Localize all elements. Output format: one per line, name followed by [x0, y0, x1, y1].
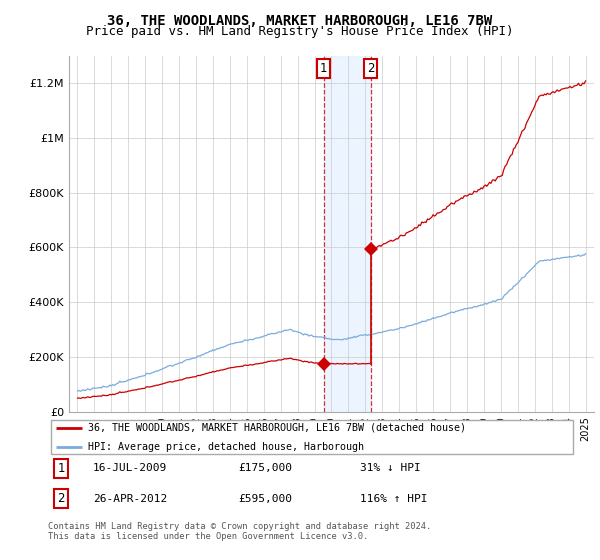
Text: 26-APR-2012: 26-APR-2012: [93, 494, 167, 503]
Text: 2: 2: [367, 62, 374, 75]
Text: 2: 2: [58, 492, 65, 505]
Text: 36, THE WOODLANDS, MARKET HARBOROUGH, LE16 7BW (detached house): 36, THE WOODLANDS, MARKET HARBOROUGH, LE…: [88, 423, 466, 433]
Text: Contains HM Land Registry data © Crown copyright and database right 2024.
This d: Contains HM Land Registry data © Crown c…: [48, 522, 431, 542]
Text: £595,000: £595,000: [238, 494, 292, 503]
Text: 36, THE WOODLANDS, MARKET HARBOROUGH, LE16 7BW: 36, THE WOODLANDS, MARKET HARBOROUGH, LE…: [107, 14, 493, 28]
Bar: [324, 56, 371, 412]
FancyBboxPatch shape: [50, 420, 574, 455]
Text: 116% ↑ HPI: 116% ↑ HPI: [359, 494, 427, 503]
Text: Price paid vs. HM Land Registry's House Price Index (HPI): Price paid vs. HM Land Registry's House …: [86, 25, 514, 38]
Text: 16-JUL-2009: 16-JUL-2009: [93, 464, 167, 473]
Text: £175,000: £175,000: [238, 464, 292, 473]
Text: 1: 1: [58, 462, 65, 475]
Text: 31% ↓ HPI: 31% ↓ HPI: [359, 464, 420, 473]
Text: HPI: Average price, detached house, Harborough: HPI: Average price, detached house, Harb…: [88, 442, 364, 452]
Text: 1: 1: [320, 62, 328, 75]
